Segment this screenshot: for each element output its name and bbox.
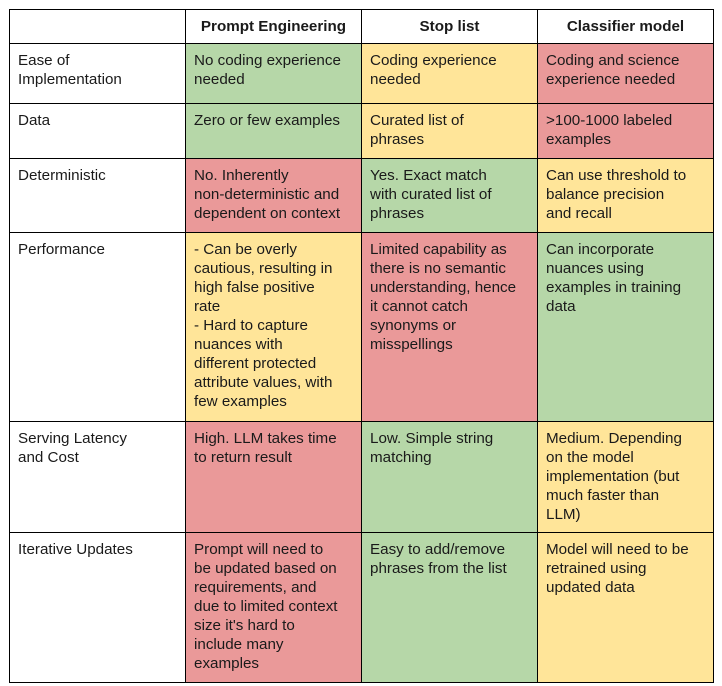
table-cell: Can use threshold to balance precision a… <box>537 158 714 233</box>
table-cell: Limited capability as there is no semant… <box>361 232 538 422</box>
table-cell: Coding and science experience needed <box>537 43 714 104</box>
row-header-serving-latency-and-cost: Serving Latency and Cost <box>9 421 186 533</box>
table-row: Iterative Updates Prompt will need to be… <box>9 532 714 683</box>
table-cell: Curated list of phrases <box>361 103 538 159</box>
table-row: Data Zero or few examples Curated list o… <box>9 103 714 159</box>
table-cell: High. LLM takes time to return result <box>185 421 362 533</box>
row-header-data: Data <box>9 103 186 159</box>
row-header-deterministic: Deterministic <box>9 158 186 233</box>
column-header-stop-list: Stop list <box>361 9 538 44</box>
row-header-iterative-updates: Iterative Updates <box>9 532 186 683</box>
table-cell: Can incorporate nuances using examples i… <box>537 232 714 422</box>
row-header-performance: Performance <box>9 232 186 422</box>
table-cell: No. Inherently non-deterministic and dep… <box>185 158 362 233</box>
table-cell: >100-1000 labeled examples <box>537 103 714 159</box>
table-cell: - Can be overly cautious, resulting in h… <box>185 232 362 422</box>
table-cell: Model will need to be retrained using up… <box>537 532 714 683</box>
table-cell: Yes. Exact match with curated list of ph… <box>361 158 538 233</box>
table-cell: Zero or few examples <box>185 103 362 159</box>
table-cell: Low. Simple string matching <box>361 421 538 533</box>
table-row: Ease of Implementation No coding experie… <box>9 43 714 104</box>
row-header-ease-of-implementation: Ease of Implementation <box>9 43 186 104</box>
table-row: Serving Latency and Cost High. LLM takes… <box>9 421 714 533</box>
corner-cell <box>9 9 186 44</box>
table-cell: Easy to add/remove phrases from the list <box>361 532 538 683</box>
table-cell: Coding experience needed <box>361 43 538 104</box>
table-cell: Prompt will need to be updated based on … <box>185 532 362 683</box>
column-header-prompt-engineering: Prompt Engineering <box>185 9 362 44</box>
table-row: Performance - Can be overly cautious, re… <box>9 232 714 422</box>
comparison-table: Prompt Engineering Stop list Classifier … <box>9 9 714 683</box>
column-header-classifier-model: Classifier model <box>537 9 714 44</box>
table-cell: No coding experience needed <box>185 43 362 104</box>
header-row: Prompt Engineering Stop list Classifier … <box>9 9 714 44</box>
table-row: Deterministic No. Inherently non-determi… <box>9 158 714 233</box>
table-cell: Medium. Depending on the model implement… <box>537 421 714 533</box>
